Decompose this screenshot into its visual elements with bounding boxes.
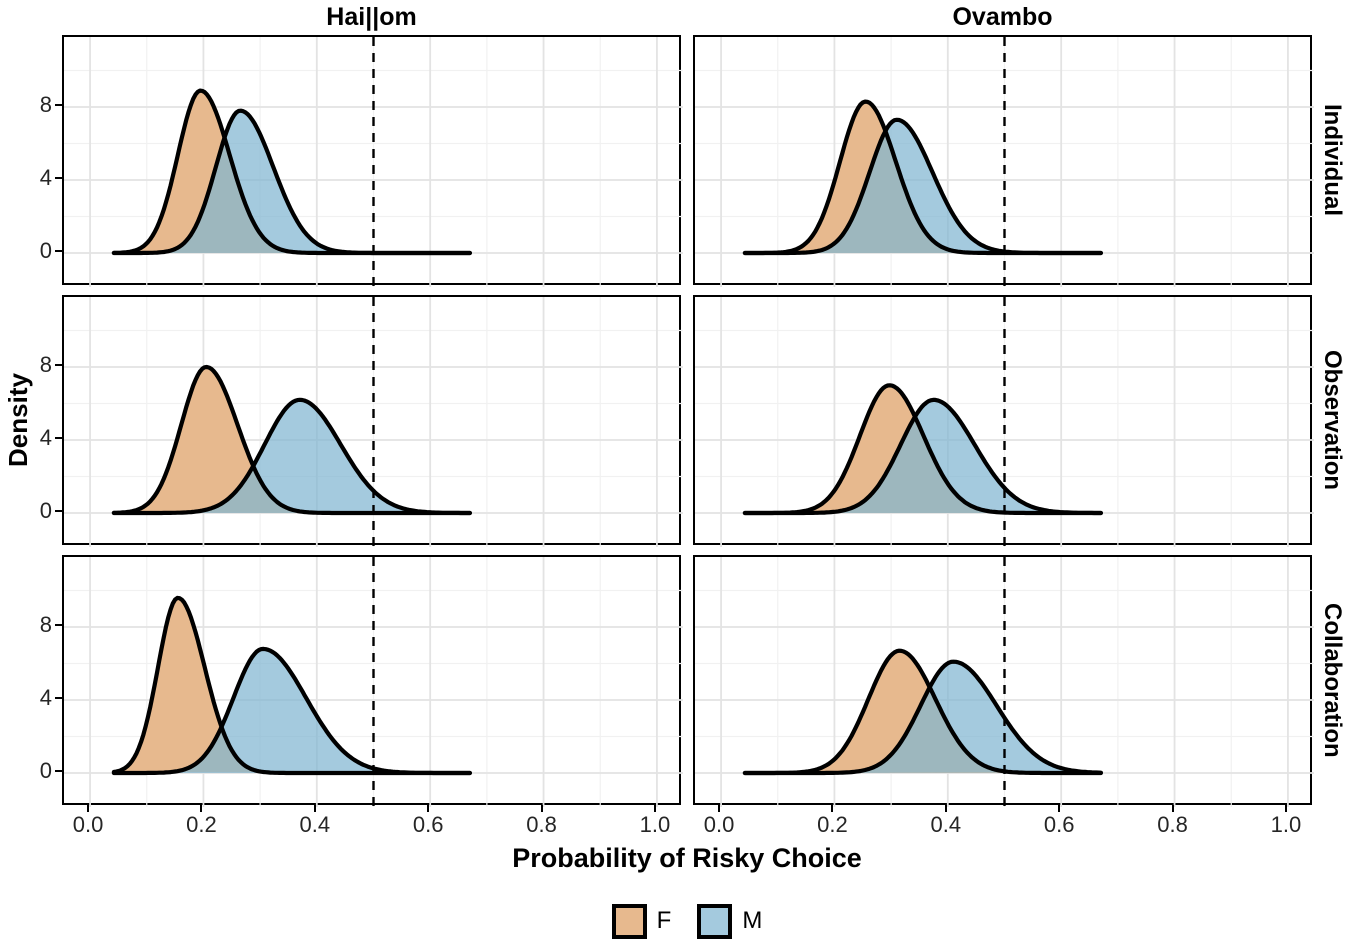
x-tick-label: 0.8	[526, 812, 557, 837]
facet-row-label-collaboration: Collaboration	[1319, 602, 1346, 758]
x-tick-mark	[1171, 805, 1174, 812]
density-panel-ovambo-observation	[693, 295, 1314, 547]
y-axis-title: Density	[3, 373, 33, 467]
facet-row-label-individual: Individual	[1319, 103, 1346, 216]
density-curve-m	[742, 659, 1103, 776]
density-panel-haiom-individual	[62, 35, 683, 287]
panel-canvas	[695, 297, 1314, 547]
x-tick-mark	[313, 805, 316, 812]
x-tick-label: 0.2	[186, 812, 217, 837]
x-tick-mark	[944, 805, 947, 812]
density-area-m	[744, 661, 1101, 773]
y-tick-label: 0	[39, 238, 52, 263]
x-tick-label: 0.4	[299, 812, 331, 837]
density-area-f	[744, 101, 1101, 253]
y-tick-label: 0	[39, 498, 52, 523]
x-tick-label: 0.4	[930, 812, 962, 837]
facet-row-label-observation: Observation	[1319, 349, 1346, 491]
panel-canvas	[64, 37, 683, 287]
y-tick-mark	[55, 770, 62, 772]
x-tick-label: 0.2	[817, 812, 848, 837]
y-tick-label: 8	[39, 612, 52, 637]
density-area-m	[113, 399, 470, 513]
legend: F M	[62, 903, 1312, 939]
density-area-m	[113, 110, 470, 253]
x-tick-label: 0.6	[412, 812, 444, 837]
x-tick-mark	[831, 805, 834, 812]
y-tick-label: 8	[39, 352, 52, 377]
x-tick-mark	[540, 805, 543, 812]
x-tick-mark	[200, 805, 203, 812]
x-tick-mark	[718, 805, 721, 812]
panel-canvas	[64, 557, 683, 807]
density-curve-m	[742, 397, 1103, 516]
x-tick-mark	[653, 805, 656, 812]
y-tick-label: 4	[39, 685, 52, 710]
density-area-m	[113, 648, 470, 773]
x-tick-mark	[427, 805, 430, 812]
density-area-f	[113, 597, 470, 773]
panel-canvas	[695, 37, 1314, 287]
x-tick-label: 0.8	[1157, 812, 1188, 837]
legend-swatch-f	[611, 903, 647, 939]
density-curve-m	[111, 646, 472, 776]
density-curve-m	[742, 117, 1103, 256]
density-panel-haiom-observation	[62, 295, 683, 547]
y-tick-mark	[55, 177, 62, 179]
y-tick-mark	[55, 510, 62, 512]
x-tick-label: 1.0	[1270, 812, 1302, 837]
y-tick-mark	[55, 697, 62, 699]
density-panel-ovambo-individual	[693, 35, 1314, 287]
density-area-f	[113, 367, 470, 513]
x-tick-label: 0.0	[72, 812, 104, 837]
y-tick-mark	[55, 104, 62, 106]
x-tick-label: 0.6	[1043, 812, 1075, 837]
y-tick-label: 0	[39, 758, 52, 783]
panel-canvas	[695, 557, 1314, 807]
density-curve-m	[111, 108, 472, 256]
x-tick-mark	[1284, 805, 1287, 812]
y-tick-label: 8	[39, 92, 52, 117]
x-tick-mark	[87, 805, 90, 812]
facet-column-title-ovambo: Ovambo	[952, 3, 1053, 31]
x-tick-mark	[1058, 805, 1061, 812]
y-tick-mark	[55, 437, 62, 439]
density-area-m	[744, 119, 1101, 253]
legend-label-f: F	[656, 907, 672, 934]
x-tick-label: 1.0	[639, 812, 671, 837]
density-curve-f	[111, 364, 472, 516]
density-panel-haiom-collaboration	[62, 555, 683, 807]
legend-item-f: F	[611, 903, 672, 939]
panel-canvas	[64, 297, 683, 547]
y-tick-mark	[55, 364, 62, 366]
density-panel-ovambo-collaboration	[693, 555, 1314, 807]
y-tick-mark	[55, 624, 62, 626]
legend-item-m: M	[697, 903, 763, 939]
x-tick-label: 0.0	[703, 812, 735, 837]
y-tick-mark	[55, 250, 62, 252]
y-tick-label: 4	[39, 165, 52, 190]
density-curve-m	[111, 397, 472, 516]
density-area-m	[744, 399, 1101, 513]
x-axis-title: Probability of Risky Choice	[512, 843, 862, 873]
legend-swatch-m	[697, 903, 733, 939]
legend-label-m: M	[742, 907, 763, 934]
y-tick-label: 4	[39, 425, 52, 450]
facet-column-title-haiom: Hai||om	[326, 3, 417, 31]
